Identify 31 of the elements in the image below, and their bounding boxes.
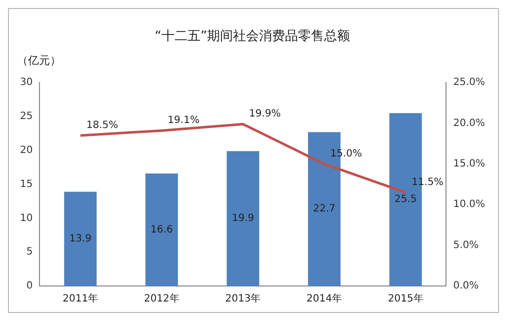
data-label: 16.6: [150, 224, 173, 236]
y-tick-label: 20: [20, 144, 33, 156]
x-tick-label: 2014年: [306, 292, 342, 305]
y2-tick-label: 20.0%: [453, 118, 486, 129]
y-tick-label: 0: [26, 280, 33, 292]
data-label: 25.5: [394, 194, 417, 206]
x-tick-label: 2013年: [225, 292, 261, 305]
y2-tick-label: 15.0%: [453, 158, 486, 170]
data-label: 19.9%: [248, 108, 281, 120]
y-tick-label: 10: [20, 212, 33, 224]
y-tick-label: 5: [26, 246, 33, 258]
chart-title: “十二五”期间社会消费品零售总额: [154, 29, 350, 44]
y-tick-label: 25: [20, 111, 33, 122]
data-label: 13.9: [69, 233, 92, 244]
y-tick-label: 15: [20, 178, 33, 190]
x-tick-label: 2011年: [62, 292, 98, 305]
bar: [145, 173, 178, 286]
bar: [226, 151, 260, 286]
data-label: 19.9: [232, 213, 254, 224]
x-tick-label: 2012年: [144, 292, 180, 305]
bar: [64, 192, 97, 286]
y-tick-label: 30: [20, 77, 33, 88]
y2-tick-label: 25.0%: [453, 77, 486, 88]
y2-tick-label: 0.0%: [453, 280, 479, 292]
y2-tick-label: 10.0%: [453, 199, 486, 210]
data-label: 22.7: [313, 204, 336, 215]
y2-tick-label: 5.0%: [453, 240, 479, 251]
y-axis-title: （亿元）: [17, 54, 61, 67]
data-label: 19.1%: [168, 115, 200, 126]
data-label: 18.5%: [86, 120, 118, 132]
x-tick-label: 2015年: [388, 292, 424, 305]
